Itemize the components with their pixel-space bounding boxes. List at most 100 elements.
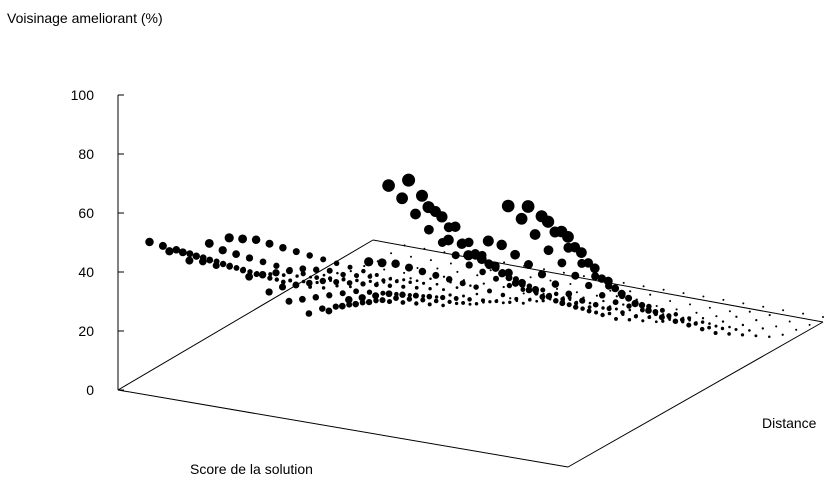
z-tick-label: 60 (78, 205, 94, 221)
data-point (232, 250, 240, 258)
data-point (781, 333, 784, 336)
data-point (642, 285, 645, 288)
data-point (285, 267, 293, 275)
data-point (165, 247, 174, 256)
data-point (702, 295, 705, 298)
data-point (469, 284, 472, 287)
data-point (333, 260, 340, 267)
data-point (305, 310, 313, 317)
data-point (557, 258, 567, 268)
data-point (443, 234, 454, 246)
data-point (436, 211, 448, 223)
data-point (364, 257, 374, 267)
data-point (647, 315, 652, 320)
data-point (580, 306, 585, 311)
data-point (436, 267, 439, 270)
data-point (459, 280, 466, 287)
data-point (273, 262, 280, 269)
data-point (707, 325, 711, 330)
data-point (449, 262, 452, 265)
data-point (379, 297, 386, 304)
data-point (629, 290, 632, 293)
data-point (372, 292, 380, 300)
data-point (641, 319, 645, 323)
data-point (407, 292, 412, 298)
data-point (482, 282, 485, 285)
data-point (549, 279, 552, 282)
data-point (502, 285, 505, 289)
data-point (265, 239, 274, 248)
data-point (603, 276, 613, 286)
data-point (380, 290, 386, 296)
data-point (432, 271, 440, 279)
data-point (612, 299, 619, 306)
data-point (335, 284, 339, 288)
data-point (611, 284, 620, 293)
data-point (416, 189, 428, 202)
data-point (401, 284, 406, 289)
data-point (617, 289, 626, 298)
data-point (265, 288, 273, 296)
data-point (609, 289, 612, 292)
data-point (754, 334, 758, 338)
data-point (224, 233, 234, 243)
data-point (333, 279, 340, 285)
data-point (701, 317, 705, 320)
data-point (708, 322, 711, 325)
data-point (422, 281, 426, 285)
data-point (433, 298, 439, 304)
data-point (428, 287, 432, 291)
data-point (539, 293, 546, 300)
data-point (349, 269, 352, 273)
data-point (381, 278, 386, 283)
data-point (479, 268, 486, 276)
data-point (391, 259, 400, 268)
data-point (353, 288, 359, 295)
data-point (768, 314, 771, 317)
data-point (355, 278, 359, 283)
data-point (172, 246, 181, 254)
data-point (442, 288, 445, 292)
data-point (421, 294, 426, 299)
data-point (402, 173, 416, 187)
base-edge-left (117, 239, 374, 391)
data-point (245, 272, 253, 281)
data-point (455, 286, 459, 289)
data-point (435, 282, 439, 286)
data-point (740, 333, 745, 337)
data-point (768, 335, 771, 339)
data-point (456, 238, 467, 250)
data-point (239, 267, 247, 274)
data-point (487, 288, 492, 294)
data-point (591, 272, 600, 281)
data-point (319, 277, 326, 285)
data-point (565, 290, 573, 298)
data-point (319, 305, 326, 312)
data-point (782, 309, 785, 312)
data-point (488, 300, 492, 304)
data-point (448, 293, 452, 297)
data-point (720, 326, 725, 331)
data-point (654, 320, 658, 324)
data-point (340, 271, 346, 278)
data-point (788, 320, 791, 323)
base-edge-right (567, 321, 824, 468)
data-point (652, 309, 659, 315)
data-point (666, 313, 672, 319)
data-point (306, 252, 313, 259)
data-point (728, 325, 731, 329)
data-point (405, 263, 413, 272)
data-point (501, 199, 515, 213)
data-point (218, 246, 227, 255)
data-point (721, 320, 725, 323)
data-point (251, 235, 261, 245)
data-point (480, 298, 486, 303)
data-point (403, 244, 406, 247)
data-point (687, 316, 692, 321)
data-point (695, 311, 698, 314)
data-point (416, 267, 419, 269)
data-point (727, 332, 731, 336)
data-point (414, 301, 419, 306)
data-point (367, 274, 373, 279)
